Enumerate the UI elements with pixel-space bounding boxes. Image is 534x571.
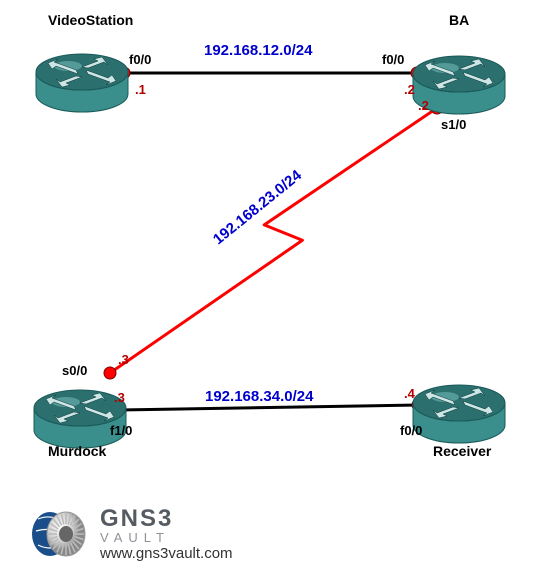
router-murdock bbox=[34, 390, 126, 448]
logo-text-top: GNS3 bbox=[100, 507, 233, 531]
interface-label: s1/0 bbox=[441, 117, 466, 132]
router-label-murdock: Murdock bbox=[48, 443, 106, 459]
interface-label: f0/0 bbox=[129, 52, 151, 67]
router-label-ba: BA bbox=[449, 12, 469, 28]
router-label-receiver: Receiver bbox=[433, 443, 491, 459]
router-receiver bbox=[413, 385, 505, 443]
ip-label: .3 bbox=[114, 390, 125, 405]
link-ba-murdock bbox=[110, 108, 437, 373]
interface-label: f0/0 bbox=[382, 52, 404, 67]
interface-label: f0/0 bbox=[400, 423, 422, 438]
ip-label: .2 bbox=[418, 98, 429, 113]
ip-label: .2 bbox=[404, 82, 415, 97]
router-videoStation bbox=[36, 54, 128, 112]
logo-text-bot: VAULT bbox=[100, 531, 233, 544]
interface-label: f1/0 bbox=[110, 423, 132, 438]
gns3-logo-icon bbox=[30, 509, 86, 559]
router-label-videoStation: VideoStation bbox=[48, 12, 133, 28]
ip-label: .3 bbox=[118, 352, 129, 367]
ip-label: .4 bbox=[404, 386, 415, 401]
website-url: www.gns3vault.com bbox=[100, 546, 233, 561]
network-label: 192.168.34.0/24 bbox=[205, 388, 313, 405]
interface-label: s0/0 bbox=[62, 363, 87, 378]
footer: GNS3VAULT www.gns3vault.com bbox=[30, 507, 233, 561]
endpoint-dot bbox=[104, 367, 116, 379]
link-murdock-receiver bbox=[120, 405, 418, 410]
network-label: 192.168.12.0/24 bbox=[204, 42, 312, 59]
ip-label: .1 bbox=[135, 82, 146, 97]
